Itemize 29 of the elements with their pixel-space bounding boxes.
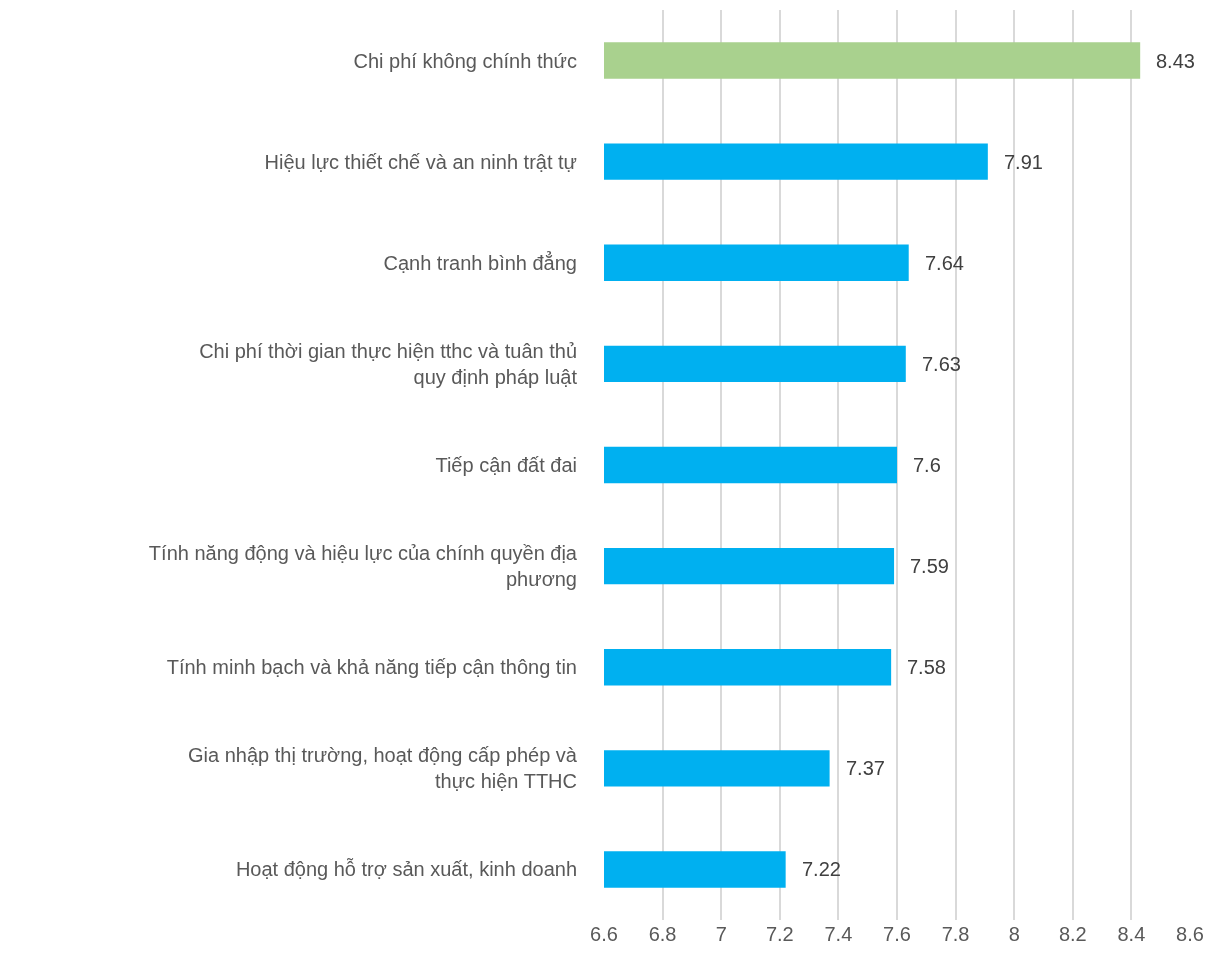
x-tick-label: 6.6 <box>590 923 618 945</box>
y-tick-label: Tính năng động và hiệu lực của chính quyền địa phương <box>148 542 578 591</box>
data-label: 7.59 <box>910 555 949 577</box>
x-tick-label: 6.8 <box>648 923 677 945</box>
data-label: 7.91 <box>1004 151 1043 173</box>
data-label: 7.6 <box>913 454 941 476</box>
y-tick-label: Cạnh tranh bình đẳng <box>383 250 577 274</box>
y-tick-label: Hiệu lực thiết chế và an ninh trật tự <box>264 150 577 173</box>
data-label: 7.58 <box>907 656 946 678</box>
data-label: 7.37 <box>846 757 885 779</box>
x-tick-label: 8.6 <box>1176 923 1204 945</box>
y-tick-label: Gia nhập thị trường, hoạt động cấp phép và thực hiện TTHC <box>188 744 578 793</box>
x-tick-label: 8 <box>1008 923 1020 945</box>
y-tick-label: Hoạt động hỗ trợ sản xuất, kinh doanh <box>235 858 577 881</box>
y-tick-label: Chi phí không chính thức <box>353 49 577 72</box>
y-tick-label: Tiếp cận đất đai <box>435 454 577 476</box>
x-tick-label: 7.4 <box>824 923 853 945</box>
data-label: 7.63 <box>922 353 961 375</box>
x-tick-label: 8.4 <box>1117 923 1146 945</box>
x-tick-label: 8.2 <box>1058 923 1087 945</box>
x-tick-label: 7.2 <box>765 923 794 945</box>
x-tick-label: 7 <box>715 923 727 945</box>
data-label: 7.22 <box>802 858 841 880</box>
data-label: 7.64 <box>925 252 964 274</box>
data-label: 8.43 <box>1156 50 1195 72</box>
x-tick-label: 7.6 <box>883 923 911 945</box>
x-tick-label: 7.8 <box>941 923 970 945</box>
y-tick-label: Chi phí thời gian thực hiện tthc và tuân thủ quy định pháp luật <box>199 339 578 388</box>
y-tick-label: Tính minh bạch và khả năng tiếp cận thông tin <box>166 656 577 679</box>
